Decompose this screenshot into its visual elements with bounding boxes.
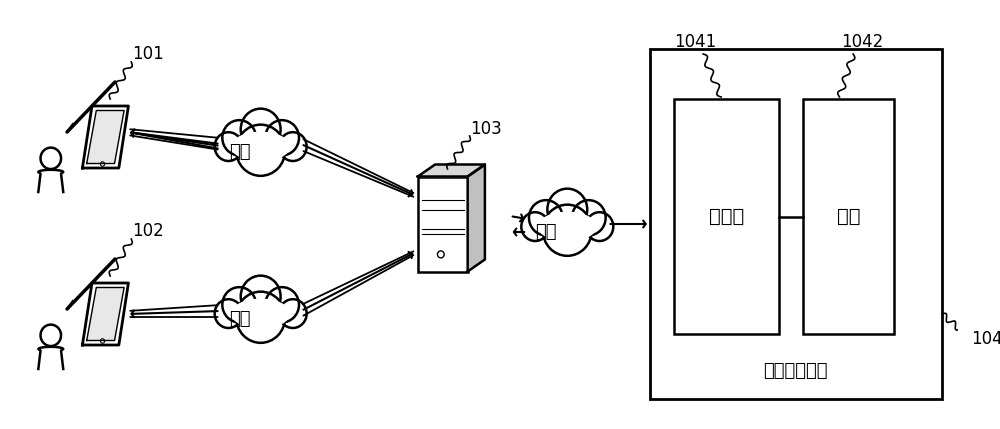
Circle shape [241, 109, 281, 150]
Ellipse shape [232, 299, 289, 328]
Polygon shape [87, 287, 124, 341]
Circle shape [236, 125, 285, 176]
Text: 104: 104 [971, 330, 1000, 348]
Circle shape [215, 132, 242, 161]
Ellipse shape [232, 132, 289, 161]
Circle shape [279, 132, 307, 161]
Text: 1042: 1042 [841, 33, 884, 51]
Circle shape [572, 200, 606, 236]
Circle shape [521, 212, 549, 241]
Circle shape [265, 120, 299, 155]
Circle shape [279, 299, 307, 328]
Bar [650, 49, 942, 399]
Circle shape [241, 276, 281, 317]
Circle shape [222, 287, 256, 322]
Circle shape [543, 205, 592, 256]
Text: 网络: 网络 [229, 310, 250, 328]
Circle shape [236, 292, 285, 343]
Text: 电表: 电表 [837, 207, 860, 226]
Bar [418, 176, 468, 272]
Circle shape [215, 299, 242, 328]
Polygon shape [418, 164, 485, 176]
Text: 101: 101 [132, 45, 164, 63]
Text: 电量采集设备: 电量采集设备 [764, 362, 828, 380]
Circle shape [222, 120, 256, 155]
Circle shape [529, 200, 563, 236]
Text: 103: 103 [471, 120, 502, 138]
Circle shape [265, 287, 299, 322]
Bar [803, 99, 894, 334]
Polygon shape [82, 106, 128, 168]
Text: 网络: 网络 [535, 223, 557, 241]
Circle shape [547, 189, 587, 230]
Circle shape [586, 212, 613, 241]
Text: 1041: 1041 [674, 33, 716, 51]
Text: 网络: 网络 [229, 143, 250, 161]
Bar [674, 99, 779, 334]
Text: 集中器: 集中器 [709, 207, 744, 226]
Polygon shape [468, 164, 485, 272]
Polygon shape [38, 347, 63, 369]
Ellipse shape [539, 212, 596, 241]
Polygon shape [87, 111, 124, 163]
Text: 102: 102 [132, 222, 164, 240]
Polygon shape [38, 170, 63, 192]
Polygon shape [82, 283, 128, 345]
